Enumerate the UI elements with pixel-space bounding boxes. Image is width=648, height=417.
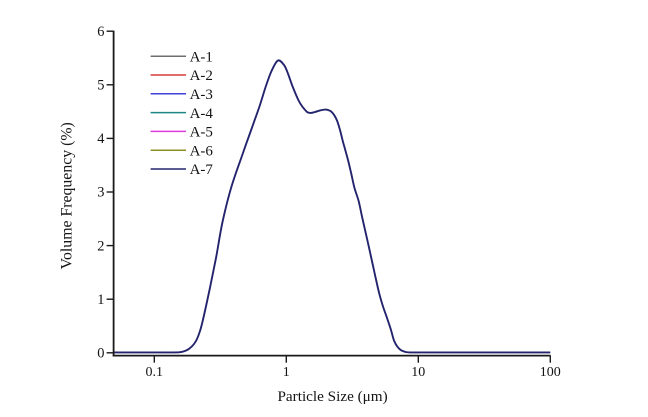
svg-text:A-3: A-3	[190, 87, 213, 103]
svg-text:A-1: A-1	[190, 49, 213, 65]
svg-text:A-2: A-2	[190, 68, 213, 84]
svg-text:A-7: A-7	[190, 162, 214, 178]
svg-text:0: 0	[97, 346, 104, 362]
svg-text:A-4: A-4	[190, 106, 214, 122]
svg-text:3: 3	[97, 185, 104, 201]
svg-text:4: 4	[97, 131, 104, 147]
svg-text:6: 6	[97, 24, 104, 40]
svg-text:1: 1	[283, 365, 290, 380]
svg-text:A-6: A-6	[190, 143, 214, 159]
svg-text:1: 1	[97, 292, 104, 308]
svg-text:A-5: A-5	[190, 125, 213, 141]
svg-text:2: 2	[97, 238, 104, 254]
svg-text:Volume Frequency (%): Volume Frequency (%)	[59, 122, 76, 269]
svg-text:10: 10	[411, 365, 425, 380]
svg-text:0.1: 0.1	[146, 365, 164, 380]
svg-text:100: 100	[540, 365, 561, 380]
svg-text:5: 5	[97, 78, 104, 94]
svg-text:Particle Size (μm): Particle Size (μm)	[277, 388, 387, 405]
